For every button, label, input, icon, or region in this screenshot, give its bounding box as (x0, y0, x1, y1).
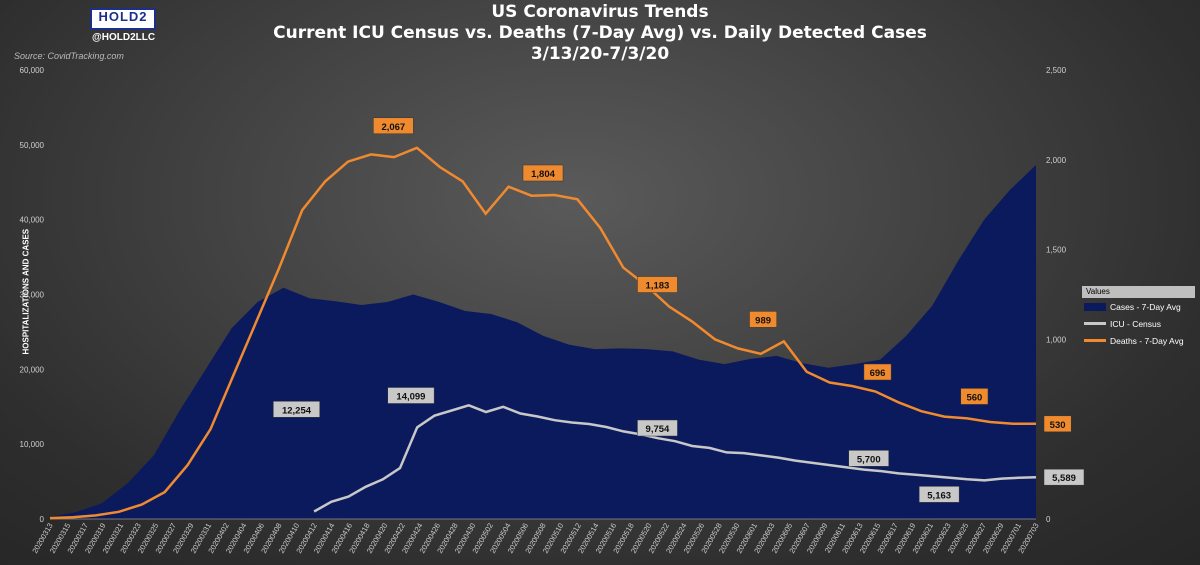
legend-header: Values (1082, 286, 1195, 298)
deaths-data-label: 989 (755, 315, 771, 326)
deaths-data-label-box (1043, 415, 1072, 433)
icu-line (313, 403, 1037, 513)
legend: Values Cases - 7-Day Avg ICU - Census De… (1082, 286, 1195, 354)
deaths-data-label-box (373, 117, 414, 135)
y-left-tick-label: 40,000 (20, 216, 45, 225)
legend-swatch-icu (1084, 322, 1106, 325)
deaths-data-label-box (522, 164, 564, 182)
icu-data-label: 14,099 (396, 391, 425, 402)
deaths-data-label: 530 (1050, 420, 1066, 431)
legend-item-icu: ICU - Census (1082, 315, 1195, 332)
chart-date-range: 3/13/20-7/3/20 (530, 44, 670, 64)
icu-data-label-box (273, 401, 320, 418)
y-left-tick-label: 20,000 (20, 365, 45, 374)
legend-label-cases: Cases - 7-Day Avg (1110, 301, 1181, 312)
icu-data-label-box (387, 387, 435, 404)
source-note: Source: CovidTracking.com (14, 51, 124, 61)
legend-item-deaths: Deaths - 7-Day Avg (1082, 332, 1195, 349)
deaths-data-label: 560 (966, 392, 982, 403)
deaths-data-label-box (960, 388, 989, 405)
chart-title-block: US Coronavirus Trends Current ICU Census… (0, 2, 1200, 65)
icu-data-label-box (1043, 468, 1085, 486)
y-left-tick-label: 30,000 (20, 291, 45, 300)
deaths-data-label-box (863, 363, 892, 381)
y-left-tick-label: 0 (40, 515, 45, 524)
y-right-tick-label: 1,500 (1046, 246, 1067, 255)
icu-data-label-box (637, 419, 678, 437)
y-right-tick-label: 2,000 (1046, 156, 1067, 165)
icu-data-label: 12,254 (282, 405, 312, 416)
icu-data-label: 5,163 (927, 490, 951, 501)
hold2-logo: HOLD2 (90, 8, 156, 30)
icu-data-label: 5,700 (857, 454, 881, 465)
legend-item-cases: Cases - 7-Day Avg (1082, 298, 1195, 315)
chart-title: US Coronavirus Trends (491, 2, 709, 22)
y-left-tick-label: 50,000 (20, 141, 45, 150)
deaths-data-label-box (637, 276, 678, 293)
icu-data-label-box (918, 486, 960, 503)
legend-label-deaths: Deaths - 7-Day Avg (1110, 335, 1184, 346)
legend-swatch-cases (1084, 302, 1106, 311)
icu-data-label-box (848, 450, 889, 467)
y-right-tick-label: 1,000 (1046, 335, 1067, 344)
legend-swatch-deaths (1084, 339, 1106, 342)
logo-text: HOLD2 (98, 9, 148, 24)
icu-data-label: 5,589 (1052, 473, 1076, 484)
deaths-data-label: 1,183 (646, 281, 670, 292)
legend-label-icu: ICU - Census (1110, 318, 1162, 329)
y-right-tick-label: 2,500 (1046, 66, 1067, 75)
twitter-handle: @HOLD2LLC (92, 32, 156, 43)
deaths-data-label: 2,067 (381, 122, 405, 133)
y-left-tick-label: 10,000 (20, 440, 45, 449)
deaths-data-label: 696 (870, 368, 886, 379)
deaths-line (49, 146, 1036, 520)
icu-data-label: 9,754 (646, 424, 670, 435)
deaths-data-label: 1,804 (531, 169, 555, 180)
y-right-tick-label: 0 (1046, 515, 1051, 524)
cases-area (50, 165, 1036, 519)
chart-subtitle: Current ICU Census vs. Deaths (7-Day Avg… (273, 23, 927, 43)
deaths-data-label-box (749, 311, 777, 328)
y-left-tick-label: 60,000 (20, 66, 45, 75)
